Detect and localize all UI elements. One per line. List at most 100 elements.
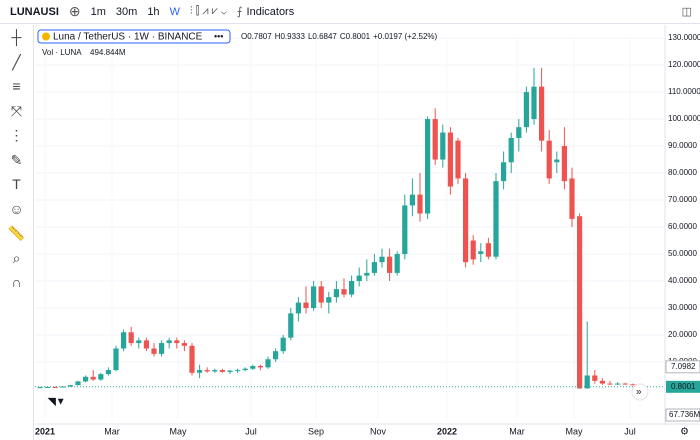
candle-body: [409, 194, 415, 206]
x-tick-label: Mar: [509, 426, 525, 436]
interval[interactable]: 30m: [115, 5, 138, 18]
candle-body: [219, 370, 225, 372]
y-tick-label: 70.0000: [668, 195, 697, 204]
candle-body: [554, 159, 560, 163]
left-toolbar: ┼ ╱ ≡ ⤧ ⋮ ✎ T ☺ 📏 ⌕ ∩: [0, 25, 34, 440]
candle-body: [83, 376, 89, 382]
symbol-logo: [42, 32, 50, 41]
y-tick-label: 30.0000: [668, 303, 697, 312]
add-symbol[interactable]: ⊕: [68, 3, 81, 19]
candle-body: [204, 370, 210, 372]
legend-menu: •••: [214, 31, 223, 41]
interval[interactable]: 1h: [147, 5, 160, 18]
candle-body: [52, 386, 58, 388]
candle-body: [242, 368, 248, 371]
candle-body: [166, 340, 172, 344]
y-tick-label: 50.0000: [668, 249, 697, 258]
candle-body: [523, 92, 529, 128]
candle-body: [387, 256, 393, 273]
candle-body: [227, 370, 233, 372]
price-label: 7.0982: [671, 362, 696, 371]
snapshot[interactable]: ◫: [681, 6, 692, 18]
chart-type[interactable]: ⫶ ⫿ ⩘ ⩗ ⌄: [189, 5, 227, 17]
candle-body: [189, 345, 195, 373]
candle-body: [37, 387, 43, 389]
candle-body: [516, 127, 522, 138]
candle-body: [592, 375, 598, 381]
candle-body: [455, 140, 461, 179]
candle-body: [113, 348, 119, 371]
candle-body: [90, 376, 96, 380]
candle-body: [257, 366, 263, 368]
legend-box: [37, 29, 231, 44]
candle-body: [295, 302, 301, 314]
legend-open: O0.7807: [241, 32, 272, 41]
candle-body: [417, 194, 423, 214]
top-toolbar: LUNAUSI ⊕ 1m 30m 1h W ⫶ ⫿ ⩘ ⩗ ⌄ ⨍ Indica…: [0, 0, 700, 24]
price-axis: [665, 25, 700, 425]
candle-body: [128, 332, 134, 344]
price-label-box: [665, 360, 700, 374]
candle-body: [105, 370, 111, 375]
candle-body: [356, 275, 362, 282]
x-tick-label: Nov: [370, 426, 387, 436]
candle-body: [599, 380, 605, 384]
drawing-tools[interactable]: ┼ ╱ ≡ ⤧ ⋮ ✎ T ☺ 📏 ⌕ ∩: [7, 29, 26, 290]
y-tick-label: 100.0000: [668, 114, 700, 123]
candle-body: [485, 243, 491, 257]
candle-body: [364, 272, 370, 276]
x-tick-label: Sep: [308, 426, 324, 436]
candle-body: [379, 256, 385, 263]
x-tick-label: Jul: [624, 426, 636, 436]
interval[interactable]: 1m: [90, 5, 106, 18]
candle-body: [463, 178, 469, 263]
candle-body: [265, 359, 271, 368]
candle-body: [98, 374, 104, 380]
volume-label-box: [665, 408, 700, 422]
x-tick-label: Jul: [245, 426, 257, 436]
candle-body: [288, 313, 294, 338]
price-label-box: [666, 380, 700, 393]
candle-body: [250, 366, 256, 369]
interval[interactable]: W: [169, 5, 180, 18]
candle-body: [432, 119, 438, 160]
candle-body: [159, 343, 165, 354]
y-tick-label: 80.0000: [668, 168, 697, 177]
candle-body: [151, 348, 157, 354]
candle-body: [341, 289, 347, 295]
candle-body: [440, 132, 446, 160]
candle-body: [303, 302, 309, 308]
volume-axis-label: 67.736M: [669, 410, 700, 419]
legend-change: +0.0197 (+2.52%): [373, 32, 437, 41]
candle-body: [493, 181, 499, 257]
x-tick-label: 2022: [437, 426, 457, 436]
candle-body: [394, 254, 400, 273]
candle-body: [326, 297, 332, 303]
candle-body: [577, 216, 583, 389]
tv-logo: ◥▼: [47, 397, 66, 408]
legend-close: C0.8001: [340, 32, 371, 41]
candle-body: [45, 386, 51, 388]
legend-ohlc: O0.7807 H0.9333 L0.6847 C0.8001 +0.0197 (+2.…: [241, 32, 438, 41]
candle-body: [311, 286, 317, 308]
candle-body: [143, 340, 149, 349]
y-tick-label: 60.0000: [668, 222, 697, 231]
indicators[interactable]: Indicators: [246, 5, 295, 18]
symbol[interactable]: LUNAUSI: [10, 5, 59, 18]
scroll-button-icon: »: [636, 387, 642, 398]
y-tick-label: 110.0000: [668, 87, 700, 96]
candle-body: [402, 205, 408, 255]
candle-body: [622, 383, 628, 385]
candle-body: [67, 385, 73, 387]
candle-body: [318, 286, 324, 303]
indicators-icon: ⨍: [236, 6, 243, 18]
candle-body: [508, 137, 514, 163]
candle-body: [561, 146, 567, 182]
x-tick-label: May: [565, 426, 583, 436]
price-label: 0.8001: [671, 382, 696, 391]
candle-body: [539, 86, 545, 141]
candle-body: [607, 383, 613, 385]
legend-title: Luna / TetherUS · 1W · BINANCE: [53, 32, 203, 43]
